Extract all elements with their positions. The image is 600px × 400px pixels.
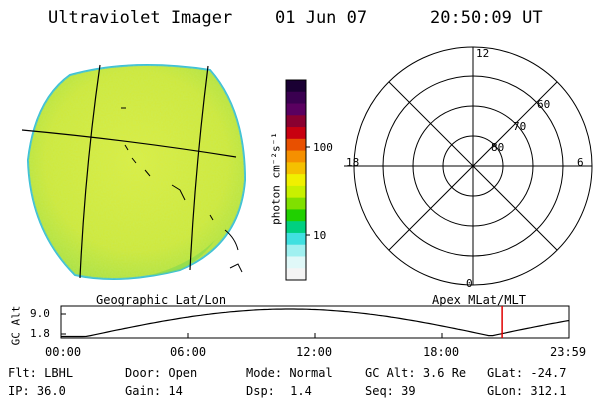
alt-xtick-1800: 18:00 <box>423 345 460 359</box>
colorbar-cell <box>286 185 306 199</box>
colorbar-cell <box>286 91 306 105</box>
status-ip: IP: 36.0 <box>8 384 66 398</box>
mlat-label-70: 70 <box>513 120 527 133</box>
status-dsp: Dsp: 1.4 <box>246 384 312 398</box>
time-label: 20:50:09 UT <box>430 8 543 28</box>
colorbar-cell <box>286 174 306 187</box>
colorbar-tick-label-10: 10 <box>313 229 327 242</box>
mlt-label-18: 18 <box>346 156 360 169</box>
geo-caption: Geographic Lat/Lon <box>96 293 227 307</box>
colorbar-cell <box>286 232 306 246</box>
mlt-label-12: 12 <box>476 47 490 60</box>
status-glon: GLon: 312.1 <box>487 384 567 398</box>
alt-xtick-1200: 12:00 <box>296 345 333 359</box>
mlt-label-0: 0 <box>466 277 473 290</box>
polar-diagonal-2 <box>388 81 558 251</box>
date-label: 01 Jun 07 <box>275 8 368 28</box>
coastline <box>121 107 243 273</box>
colorbar-tick-label-100: 100 <box>313 141 333 154</box>
colorbar-cell <box>286 209 306 222</box>
colorbar <box>285 79 310 281</box>
altitude-curve <box>61 308 570 338</box>
mlt-label-6: 6 <box>577 156 584 169</box>
colorbar-cell <box>286 197 306 210</box>
colorbar-cell <box>286 244 306 257</box>
status-door: Door: Open <box>125 366 198 380</box>
status-seq: Seq: 39 <box>365 384 416 398</box>
mlat-label-60: 60 <box>537 98 551 111</box>
colorbar-cell <box>286 103 306 116</box>
colorbar-cell <box>286 127 306 140</box>
colorbar-cell <box>286 221 306 234</box>
colorbar-cells <box>286 80 306 281</box>
alt-xtick-2359: 23:59 <box>550 345 587 359</box>
colorbar-cell <box>286 115 306 128</box>
status-flt: Flt: LBHL <box>8 366 74 380</box>
colorbar-cell <box>286 162 306 175</box>
alt-x-ticks <box>60 333 570 338</box>
status-gc-alt: GC Alt: 3.6 Re <box>365 366 467 380</box>
alt-ytick-1.8: 1.8 <box>30 327 50 340</box>
colorbar-cell <box>286 150 306 163</box>
status-glat: GLat: -24.7 <box>487 366 567 380</box>
status-gain: Gain: 14 <box>125 384 183 398</box>
alt-ytick-9: 9.0 <box>30 307 50 320</box>
polar-caption: Apex MLat/MLT <box>432 293 526 307</box>
colorbar-cell <box>286 268 306 281</box>
colorbar-cell <box>286 80 306 93</box>
alt-xtick-0600: 06:00 <box>170 345 207 359</box>
geo-grid-lines <box>21 64 237 279</box>
instrument-title: Ultraviolet Imager <box>48 8 233 28</box>
status-mode: Mode: Normal <box>246 366 333 380</box>
colorbar-cell <box>286 256 306 269</box>
alt-xtick-0000: 00:00 <box>45 345 82 359</box>
mlat-label-80: 80 <box>491 141 505 154</box>
colorbar-cell <box>286 138 306 152</box>
uv-disk <box>26 64 247 280</box>
